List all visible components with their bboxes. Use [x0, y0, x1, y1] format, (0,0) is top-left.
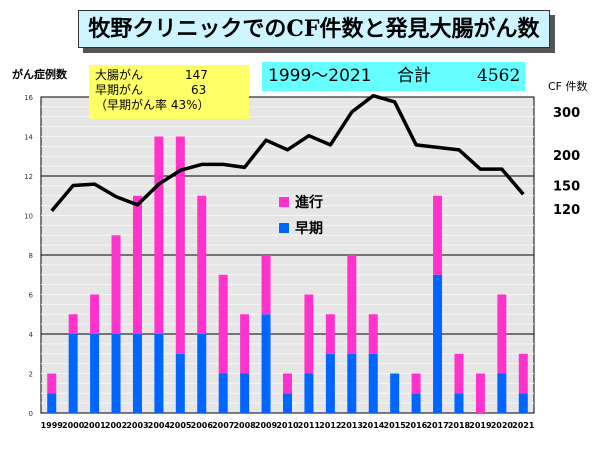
- bar-early: [240, 373, 250, 413]
- legend-swatch-early: [279, 223, 289, 233]
- summary-label: 大腸がん: [95, 68, 144, 82]
- x-tick-label: 2015: [384, 421, 407, 430]
- x-tick-label: 2016: [405, 421, 428, 430]
- y-tick-label: 0: [29, 410, 33, 418]
- bar-advanced: [175, 136, 185, 354]
- bar-advanced: [518, 353, 528, 394]
- bar-advanced: [347, 255, 357, 354]
- x-tick-label: 2017: [426, 421, 448, 430]
- y-axis-label: がん症例数: [12, 68, 67, 81]
- bar-advanced: [304, 294, 314, 374]
- bar-early: [304, 373, 314, 413]
- cf-line: [50, 93, 525, 213]
- summary-value: 63: [191, 83, 207, 97]
- right-axis-label: CF 件数: [548, 80, 588, 93]
- x-tick-label: 2001: [83, 421, 106, 430]
- right-tick-label: 150: [553, 179, 580, 194]
- bar-advanced: [325, 314, 335, 354]
- x-tick-label: 2002: [105, 421, 127, 430]
- x-tick-label: 2007: [212, 421, 234, 430]
- total-years: 1999～2021: [268, 66, 372, 86]
- bar-advanced: [90, 294, 100, 334]
- total-label: 合計: [397, 66, 431, 86]
- x-tick-label: 2020: [491, 421, 514, 430]
- bar-advanced: [240, 314, 250, 374]
- y-tick-label: 14: [24, 134, 33, 142]
- bar-early: [197, 334, 207, 413]
- x-tick-label: 2005: [169, 421, 192, 430]
- y-tick-label: 16: [24, 94, 33, 102]
- bar-advanced: [454, 353, 464, 394]
- bar-early: [454, 393, 464, 413]
- summary-ratio: （早期がん率 43%）: [95, 98, 210, 112]
- bar-early: [218, 373, 228, 413]
- right-tick-label: 200: [553, 149, 580, 164]
- y-tick-label: 4: [29, 331, 34, 339]
- chart-title: 牧野クリニックでのCF件数と発見大腸がん数: [78, 10, 550, 48]
- bar-early: [154, 334, 164, 413]
- right-tick-label: 120: [553, 203, 580, 218]
- bar-early: [390, 373, 400, 413]
- bar-early: [111, 334, 121, 413]
- bar-advanced: [475, 373, 485, 413]
- bar-advanced: [111, 235, 121, 334]
- bar-early: [411, 393, 421, 413]
- bar-early: [368, 353, 378, 413]
- bar-advanced: [132, 195, 142, 334]
- bar-early: [68, 334, 78, 413]
- bar-advanced: [368, 314, 378, 354]
- bar-advanced: [261, 255, 271, 315]
- bar-advanced: [197, 195, 207, 334]
- bar-early: [282, 393, 293, 413]
- bar-early: [347, 353, 357, 413]
- right-tick-label: 300: [553, 106, 580, 121]
- bar-early: [497, 373, 507, 413]
- bar-advanced: [411, 373, 421, 394]
- x-tick-label: 2018: [448, 421, 471, 430]
- x-tick-label: 2012: [319, 421, 341, 430]
- total-box: 1999～2021 合計 4562: [262, 62, 525, 91]
- summary-box: 大腸がん 147 早期がん 63 （早期がん率 43%）: [89, 65, 249, 119]
- x-tick-label: 2000: [62, 421, 85, 430]
- bar-advanced: [433, 195, 443, 275]
- y-tick-label: 8: [29, 252, 33, 260]
- bar-early: [175, 353, 185, 413]
- y-tick-label: 12: [24, 173, 33, 181]
- summary-label: 早期がん: [95, 83, 144, 97]
- bar-advanced: [497, 294, 507, 374]
- x-tick-label: 2014: [362, 421, 385, 430]
- x-tick-label: 2019: [469, 421, 492, 430]
- x-tick-label: 2021: [512, 421, 535, 430]
- y-tick-label: 6: [29, 292, 34, 300]
- bar-early: [325, 353, 335, 413]
- bar-early: [433, 274, 443, 413]
- x-tick-label: 2011: [298, 421, 321, 430]
- x-tick-label: 2004: [148, 421, 171, 430]
- legend-swatch-advanced: [279, 197, 289, 207]
- bar-advanced: [154, 136, 164, 334]
- bar-early: [261, 314, 271, 413]
- bar-early: [132, 334, 142, 413]
- x-tick-label: 2008: [233, 421, 256, 430]
- summary-value: 147: [185, 68, 208, 82]
- legend-label-advanced: 進行: [295, 194, 323, 211]
- bar-advanced: [282, 373, 293, 394]
- bar-advanced: [218, 274, 228, 374]
- x-tick-label: 2009: [255, 421, 278, 430]
- x-tick-label: 2010: [276, 421, 299, 430]
- y-tick-label: 10: [24, 213, 33, 221]
- x-tick-label: 2003: [126, 421, 148, 430]
- bar-early: [47, 393, 57, 413]
- bar-advanced: [68, 314, 78, 334]
- legend-label-early: 早期: [295, 221, 323, 237]
- bar-advanced: [47, 373, 57, 394]
- x-tick-label: 2013: [341, 421, 363, 430]
- total-value: 4562: [477, 66, 521, 86]
- x-tick-label: 2006: [191, 421, 214, 430]
- bar-early: [90, 334, 100, 413]
- x-tick-label: 1999: [41, 421, 64, 430]
- y-tick-label: 2: [29, 371, 33, 379]
- bar-early: [518, 393, 528, 413]
